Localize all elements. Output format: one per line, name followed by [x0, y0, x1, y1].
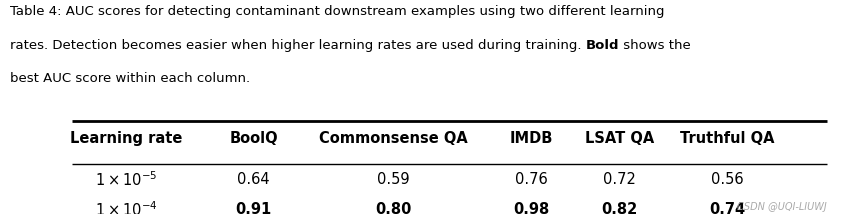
Text: 0.74: 0.74	[710, 202, 745, 214]
Text: 0.76: 0.76	[515, 172, 547, 187]
Text: BoolQ: BoolQ	[229, 131, 278, 146]
Text: shows the: shows the	[620, 39, 691, 52]
Text: CSDN @UQI-LIUWJ: CSDN @UQI-LIUWJ	[738, 202, 827, 212]
Text: 0.91: 0.91	[236, 202, 271, 214]
Text: 0.72: 0.72	[603, 172, 636, 187]
Text: Learning rate: Learning rate	[70, 131, 182, 146]
Text: $1 \times 10^{-5}$: $1 \times 10^{-5}$	[94, 170, 157, 189]
Text: 0.59: 0.59	[377, 172, 409, 187]
Text: $1 \times 10^{-4}$: $1 \times 10^{-4}$	[94, 200, 157, 214]
Text: 0.64: 0.64	[237, 172, 270, 187]
Text: 0.80: 0.80	[375, 202, 411, 214]
Text: 0.56: 0.56	[711, 172, 744, 187]
Text: Bold: Bold	[586, 39, 620, 52]
Text: rates. Detection becomes easier when higher learning rates are used during train: rates. Detection becomes easier when hig…	[10, 39, 586, 52]
Text: IMDB: IMDB	[510, 131, 552, 146]
Text: Table 4: AUC scores for detecting contaminant downstream examples using two diff: Table 4: AUC scores for detecting contam…	[10, 5, 665, 18]
Text: Truthful QA: Truthful QA	[680, 131, 775, 146]
Text: best AUC score within each column.: best AUC score within each column.	[10, 72, 250, 85]
Text: 0.98: 0.98	[513, 202, 549, 214]
Text: LSAT QA: LSAT QA	[585, 131, 654, 146]
Text: 0.82: 0.82	[602, 202, 637, 214]
Text: Commonsense QA: Commonsense QA	[319, 131, 467, 146]
